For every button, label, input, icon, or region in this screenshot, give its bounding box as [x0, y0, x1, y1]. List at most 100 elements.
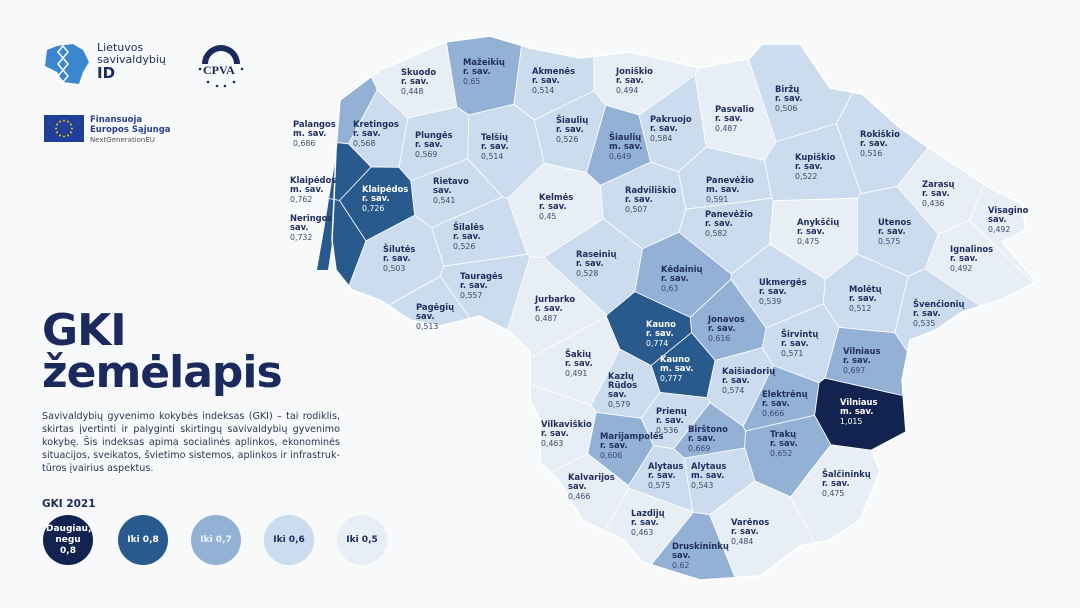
lietuvos-savivaldybiu-id-logo: Lietuvos savivaldybių ID	[43, 42, 166, 86]
municipality-type: r. sav.	[950, 253, 978, 263]
legend-item-label: Iki 0,6	[273, 534, 305, 545]
municipality-type: r. sav.	[616, 75, 644, 85]
municipality-region[interactable]	[896, 20, 1049, 235]
municipality-type: m. sav.	[609, 141, 643, 151]
municipality-name: Akmenės	[532, 66, 576, 76]
municipality-label: Kazlų Rūdos sav. 0,579	[608, 372, 644, 410]
municipality-type: r. sav.	[625, 194, 653, 204]
municipality-name: Kelmės	[539, 192, 574, 202]
municipality-label: Elektrėnų r. sav. 0,666	[762, 389, 808, 419]
municipality-name: Biržų	[775, 84, 800, 94]
municipality-name: Prienų	[656, 406, 687, 416]
municipality-name: Šilalės	[453, 222, 484, 232]
municipality-label: Druskininkų sav. 0,62	[672, 542, 729, 571]
municipality-label: Kupiškio r. sav. 0,522	[795, 153, 835, 182]
municipality-type: r. sav.	[650, 123, 678, 133]
municipality-name: Kėdainių	[661, 264, 703, 274]
municipality-type: r. sav.	[463, 66, 491, 76]
title-line1: GKI	[42, 305, 127, 356]
municipality-value: 0,475	[797, 237, 820, 246]
municipality-name: Klaipėdos	[362, 184, 409, 194]
municipality-type: r. sav.	[556, 124, 584, 134]
municipality-label: Mažeikių r. sav. 0,65	[463, 58, 505, 87]
municipality-value: 0,463	[631, 528, 654, 537]
municipality-name: Švenčionių	[913, 299, 965, 309]
municipality-region[interactable]	[290, 275, 501, 598]
municipality-name: Plungės	[415, 130, 453, 140]
municipality-name: Pagėgių	[416, 302, 455, 312]
municipality-label: Skuodo r. sav. 0,448	[401, 68, 436, 97]
municipality-name: Ukmergės	[759, 277, 807, 287]
municipality-type: sav.	[290, 222, 309, 232]
municipality-name: Jonavos	[708, 314, 745, 324]
municipality-name: Pasvalio	[715, 104, 755, 114]
municipality-name: Vilkaviškio	[541, 419, 592, 429]
municipality-name: Kauno	[660, 354, 690, 364]
municipality-type: r. sav.	[708, 323, 736, 333]
municipality-label: Jonavos r. sav. 0,616	[708, 314, 745, 344]
municipality-value: 0,62	[672, 561, 690, 570]
municipality-value: 0,574	[722, 386, 745, 395]
municipality-value: 0,484	[731, 537, 754, 546]
municipality-name: Kaišiadorių	[722, 366, 776, 376]
municipality-type: r. sav.	[415, 139, 443, 149]
legend-item: Iki 0,5	[337, 515, 387, 565]
municipality-name: Panevėžio	[705, 209, 753, 219]
municipality-value: 0,514	[532, 86, 555, 95]
legend-item-label: Iki 0,8	[127, 534, 159, 545]
municipality-type: m. sav.	[290, 184, 324, 194]
municipality-value: 0,513	[416, 322, 439, 331]
municipality-value: 0,686	[293, 139, 316, 148]
municipality-name: Tauragės	[460, 271, 503, 281]
cpva-text: CPVA	[203, 63, 235, 77]
municipality-type: r. sav.	[775, 93, 803, 103]
municipality-label: Palangos m. sav. 0,686	[293, 120, 336, 149]
municipality-label: Klaipėdos r. sav. 0,726	[362, 184, 409, 214]
municipality-value: 0,436	[922, 199, 945, 208]
municipality-value: 0,539	[759, 297, 782, 306]
legend-title: GKI 2021	[42, 498, 96, 510]
municipality-name: Telšių	[481, 132, 508, 142]
municipality-type: m. sav.	[706, 184, 740, 194]
municipality-label: Panevėžio m. sav. 0,591	[706, 176, 754, 205]
municipality-type: r. sav.	[453, 231, 481, 241]
municipality-value: 0,774	[646, 339, 669, 348]
municipality-value: 0,528	[576, 269, 599, 278]
municipality-name: Elektrėnų	[762, 389, 808, 399]
municipality-value: 0,463	[541, 439, 564, 448]
municipality-name: Radviliškio	[625, 185, 677, 195]
municipality-value: 0,63	[661, 284, 679, 293]
municipality-type: r. sav.	[688, 433, 716, 443]
municipality-label: Molėtų r. sav. 0,512	[849, 285, 882, 314]
municipality-label: Telšių r. sav. 0,514	[481, 132, 509, 162]
municipality-value: 0,65	[463, 77, 481, 86]
municipality-value: 0,732	[290, 233, 313, 242]
eu-line3: NextGenerationEU	[90, 136, 155, 144]
municipality-type: r. sav.	[383, 253, 411, 263]
municipality-label: Radviliškio r. sav. 0,507	[625, 185, 677, 215]
municipality-label: Birštono r. sav. 0,669	[688, 425, 728, 454]
municipality-label: Ukmergės r. sav. 0,539	[759, 277, 807, 307]
municipality-value: 0,669	[688, 444, 711, 453]
municipality-name: Ignalinos	[950, 244, 994, 254]
municipality-name: Kretingos	[353, 119, 399, 129]
municipality-label: Šilutės r. sav. 0,503	[383, 245, 415, 274]
municipality-type: r. sav.	[481, 141, 509, 151]
municipality-name: Širvintų	[781, 329, 819, 339]
municipality-label: Biržų r. sav. 0,506	[775, 84, 803, 114]
municipality-region[interactable]	[290, 373, 597, 600]
municipality-value: 0,448	[401, 87, 424, 96]
municipality-value: 0,726	[362, 204, 385, 213]
municipality-value: 0,512	[849, 304, 872, 313]
municipality-type: r. sav.	[656, 415, 684, 425]
municipality-value: 0,45	[539, 212, 557, 221]
municipality-name: Šakių	[565, 349, 592, 359]
municipality-value: 0,649	[609, 152, 632, 161]
municipality-label: Tauragės r. sav. 0,557	[460, 271, 503, 301]
municipality-label: Panevėžio r. sav. 0,582	[705, 209, 753, 239]
municipality-value: 0,487	[535, 314, 558, 323]
municipality-type: r. sav.	[576, 258, 604, 268]
municipality-label: Kauno r. sav. 0,774	[646, 320, 676, 349]
municipality-label: Prienų r. sav. 0,536	[656, 406, 687, 436]
municipality-type: sav.	[672, 550, 691, 560]
